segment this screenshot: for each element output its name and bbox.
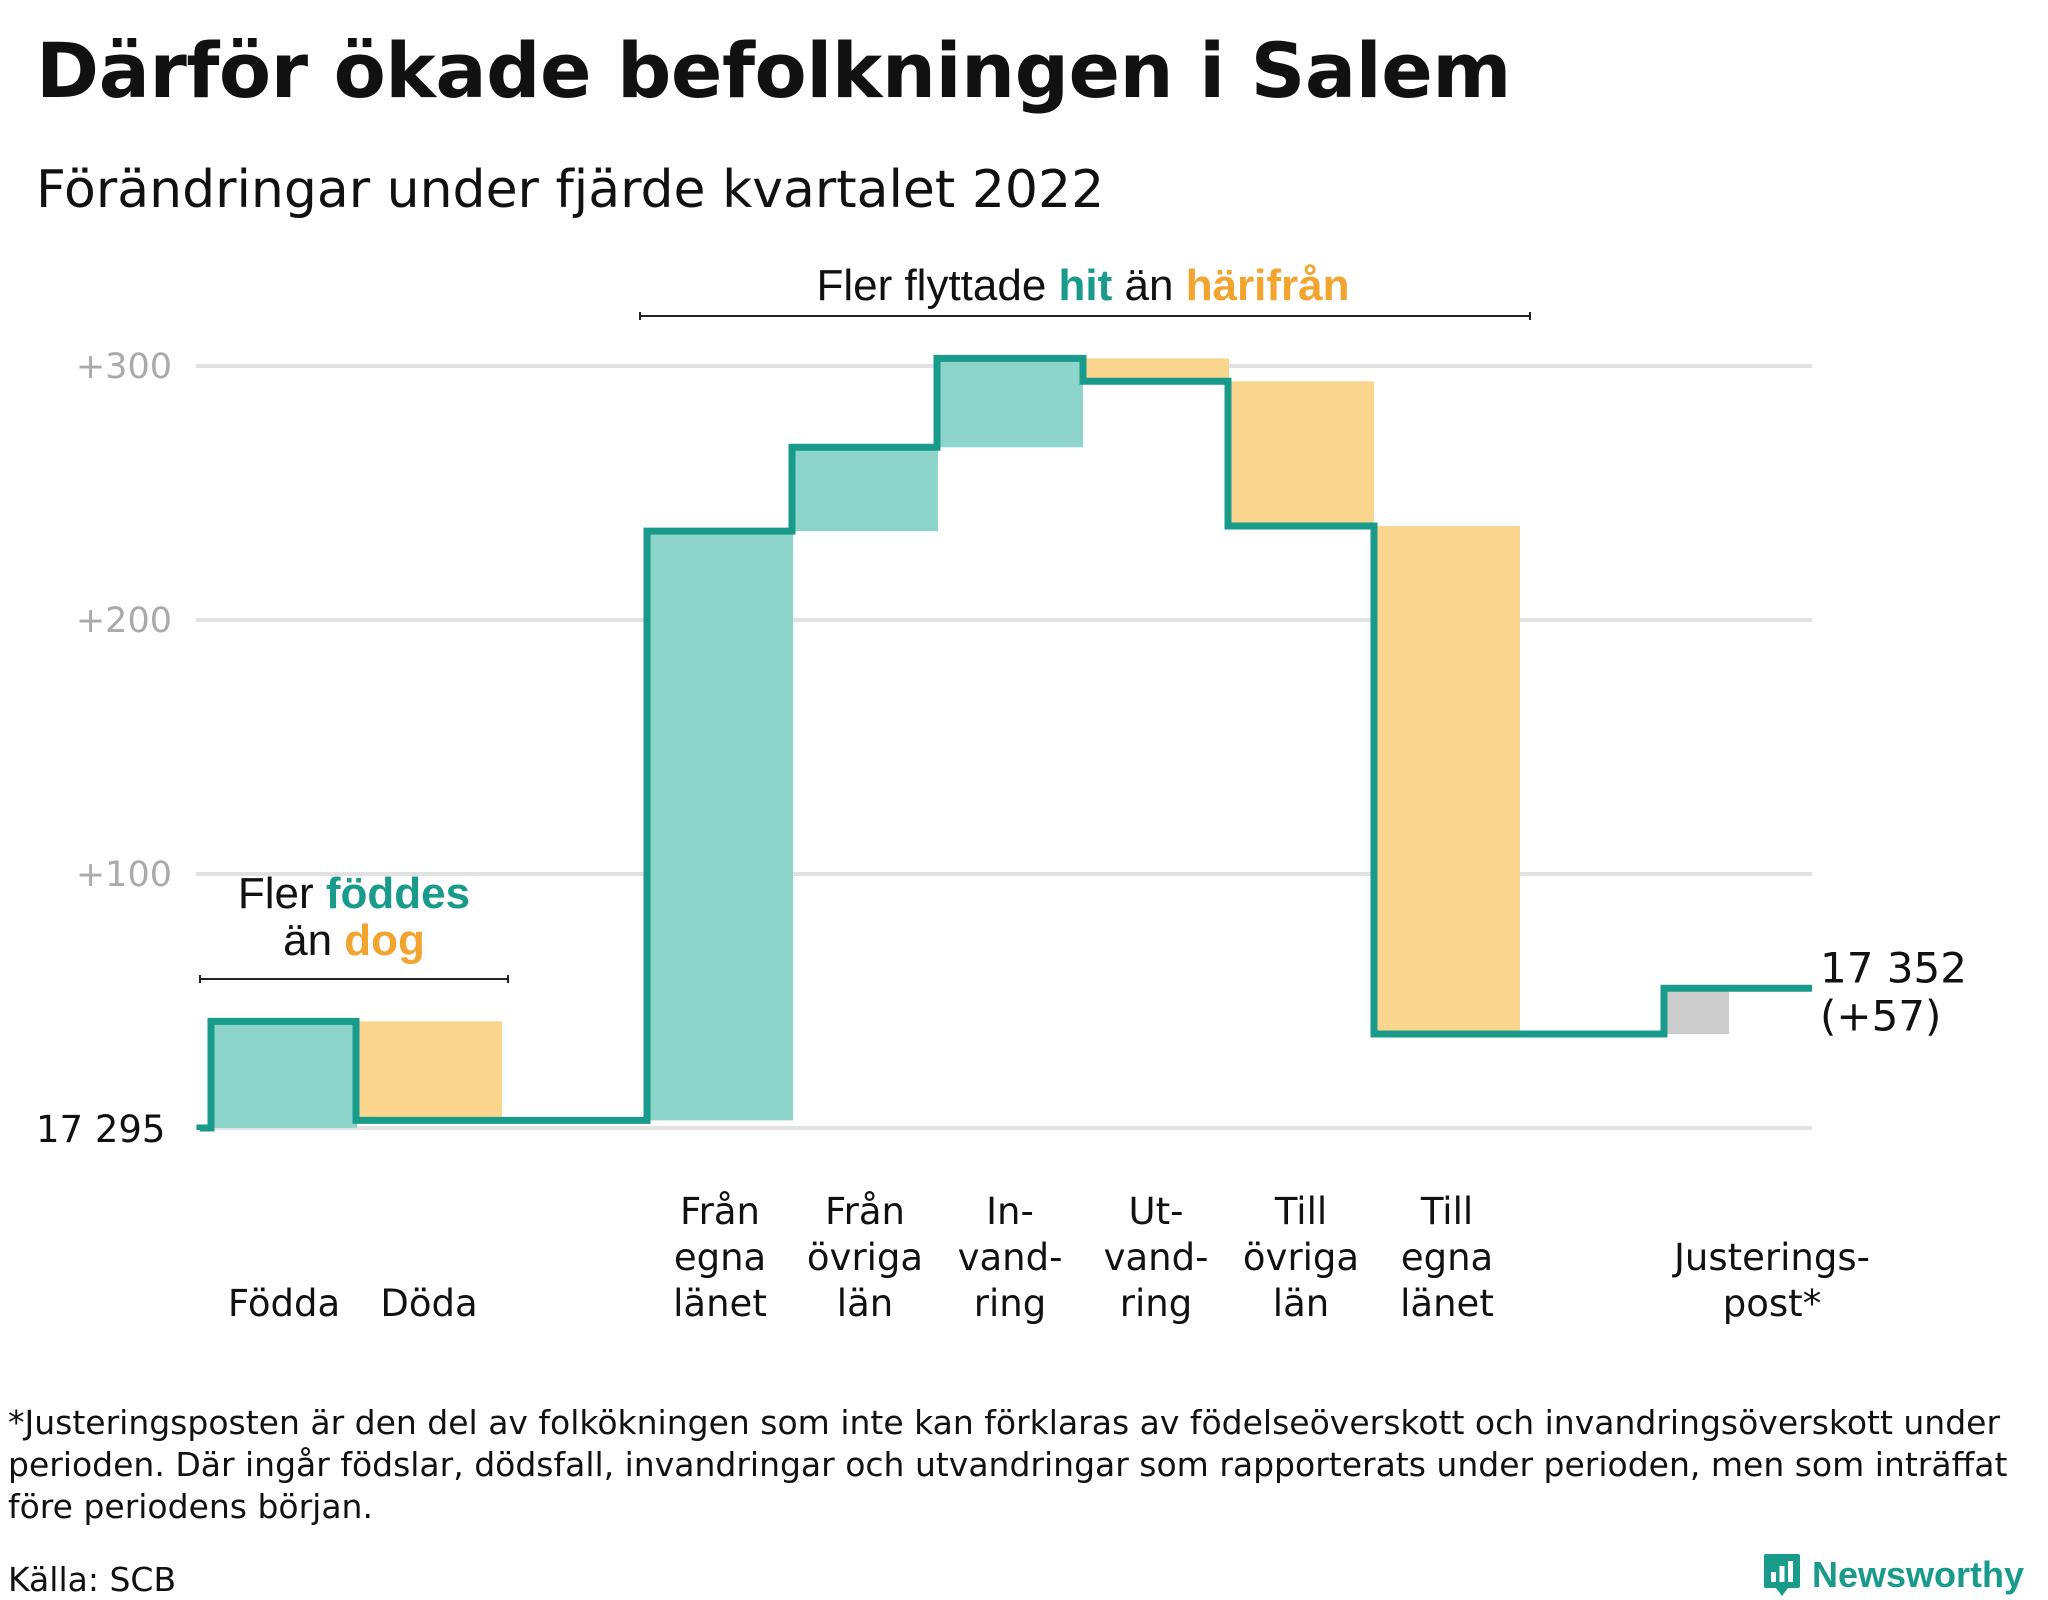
category-label: Födda xyxy=(228,1282,340,1325)
migration-annotation-part: härifrån xyxy=(1186,261,1350,310)
start-value-label: 17 295 xyxy=(36,1108,165,1151)
category-label: länet xyxy=(673,1282,767,1325)
category-label: Till xyxy=(1274,1190,1327,1233)
newsworthy-brand[interactable]: Newsworthy xyxy=(1762,1552,2024,1598)
bar-3 xyxy=(647,531,793,1121)
y-tick-label: +200 xyxy=(76,601,172,641)
footnote: *Justeringsposten är den del av folkökni… xyxy=(8,1403,2008,1526)
category-label: län xyxy=(1273,1282,1329,1325)
bar-9 xyxy=(1664,988,1729,1035)
category-label: In- xyxy=(986,1190,1034,1233)
category-label: övriga xyxy=(1243,1236,1359,1279)
end-value-label: 17 352 xyxy=(1820,943,1967,992)
category-label: vand- xyxy=(1104,1236,1209,1279)
end-change-label: (+57) xyxy=(1820,991,1941,1040)
births-annotation-line2-part: än xyxy=(283,916,344,965)
chart-subtitle: Förändringar under fjärde kvartalet 2022 xyxy=(36,160,1105,220)
migration-annotation: Fler flyttade hit än härifrån xyxy=(816,261,1349,310)
y-tick-label: +300 xyxy=(76,347,172,387)
migration-annotation-part: hit xyxy=(1059,261,1113,310)
bar-6 xyxy=(1083,358,1229,382)
category-label: ring xyxy=(974,1282,1046,1325)
births-annotation-line2-part: dog xyxy=(344,916,425,965)
category-label: län xyxy=(837,1282,893,1325)
category-label: länet xyxy=(1400,1282,1494,1325)
births-annotation-line1-part: Fler xyxy=(238,869,326,918)
bar-8 xyxy=(1374,526,1520,1035)
waterfall-chart: +100 +200 +300 17 295 17 352(+57) Födda Döda Fr… xyxy=(36,261,1967,1325)
bar-4 xyxy=(792,447,938,532)
migration-annotation-part: än xyxy=(1112,261,1185,310)
category-label: ring xyxy=(1120,1282,1192,1325)
category-label: Döda xyxy=(380,1282,477,1325)
category-label: egna xyxy=(1401,1236,1493,1279)
category-label: post* xyxy=(1723,1282,1821,1325)
bar-1 xyxy=(211,1021,357,1128)
bar-2 xyxy=(356,1021,502,1121)
bar-5 xyxy=(937,358,1083,448)
category-label: Justerings- xyxy=(1672,1236,1870,1279)
y-tick-label: +100 xyxy=(76,855,172,895)
category-label: Till xyxy=(1420,1190,1473,1233)
category-label: Från xyxy=(825,1190,905,1233)
category-label: övriga xyxy=(807,1236,923,1279)
migration-annotation-part: Fler flyttade xyxy=(816,261,1058,310)
newsworthy-logo-icon xyxy=(1763,1554,1800,1596)
bar-7 xyxy=(1228,381,1374,527)
births-annotation-line1: Fler föddes xyxy=(238,869,470,918)
category-label: Från xyxy=(680,1190,760,1233)
births-annotation-line1-part: föddes xyxy=(326,869,470,918)
brand-name: Newsworthy xyxy=(1811,1554,2024,1595)
chart-title: Därför ökade befolkningen i Salem xyxy=(36,26,1511,115)
births-annotation-line2: än dog xyxy=(283,916,425,965)
running-total-line xyxy=(196,354,1812,1132)
source-label: Källa: SCB xyxy=(8,1560,177,1599)
category-label: Ut- xyxy=(1129,1190,1184,1233)
category-label: egna xyxy=(674,1236,766,1279)
category-label: vand- xyxy=(958,1236,1063,1279)
